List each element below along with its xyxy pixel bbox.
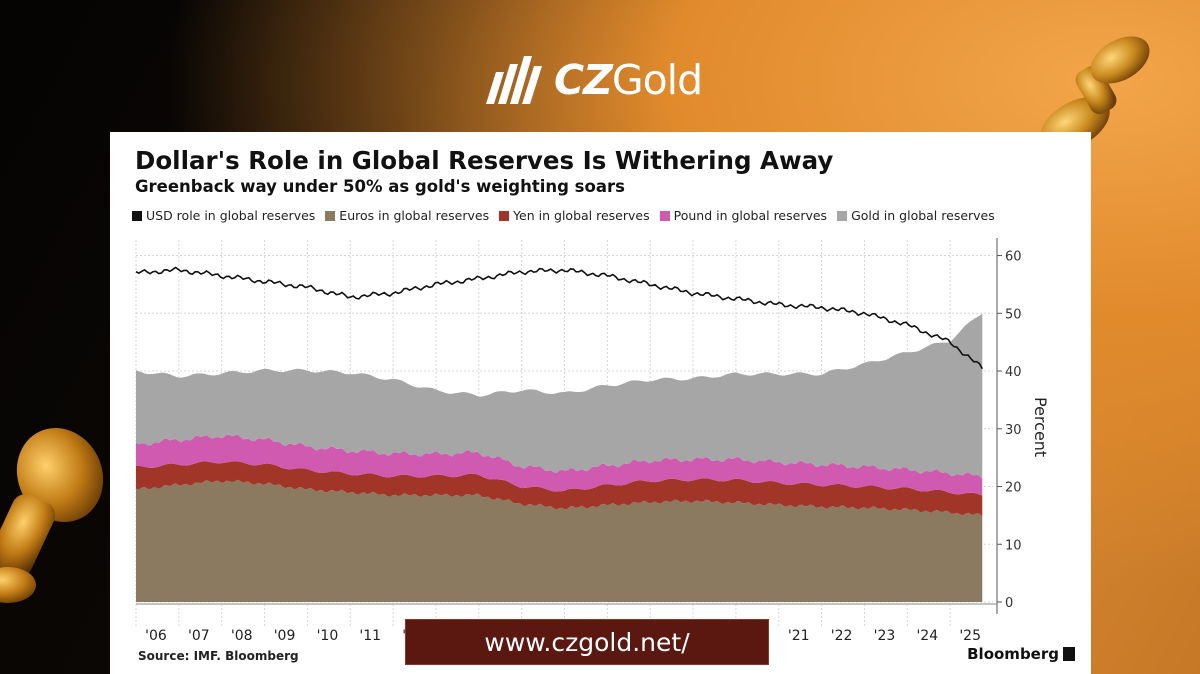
y-tick-label: 10: [1005, 538, 1022, 553]
area-pound: [136, 434, 983, 496]
x-tick-label: '23: [874, 628, 896, 644]
chart-legend: USD role in global reserves Euros in glob…: [132, 208, 995, 223]
x-tick-label: '22: [831, 628, 853, 644]
x-tick-label: '21: [788, 628, 810, 644]
area-euros: [136, 479, 983, 602]
x-tick-label: '25: [959, 628, 981, 644]
legend-item: Pound in global reserves: [659, 208, 828, 223]
legend-swatch: [499, 210, 510, 221]
bloomberg-icon: [1063, 647, 1075, 661]
website-url-banner[interactable]: www.czgold.net/: [405, 619, 769, 665]
x-tick-label: '07: [188, 628, 210, 644]
x-tick-label: '24: [916, 628, 938, 644]
legend-label: Euros in global reserves: [339, 208, 490, 223]
y-tick-label: 40: [1005, 365, 1022, 380]
area-layer: [136, 313, 983, 602]
legend-swatch: [132, 210, 142, 221]
chart-title: Dollar's Role in Global Reserves Is With…: [135, 146, 834, 175]
x-tick-label: '08: [231, 628, 253, 644]
logo-text: CZGold: [554, 59, 703, 101]
area-yen: [136, 461, 983, 517]
legend-swatch: [325, 210, 336, 221]
usd-line: [135, 266, 983, 370]
chart-plot: 0102030405060Percent'06'07'08'09'10'11'1…: [135, 238, 1050, 644]
bloomberg-brand: Bloomberg: [967, 645, 1075, 663]
y-tick-label: 0: [1005, 596, 1013, 611]
bloomberg-label: Bloomberg: [967, 645, 1059, 663]
area-gold: [136, 313, 983, 479]
x-tick-label: '11: [359, 628, 381, 644]
push-pin-icon: [0, 428, 104, 603]
legend-label: Pound in global reserves: [673, 208, 828, 223]
chart-card: Dollar's Role in Global Reserves Is With…: [110, 132, 1091, 674]
czgold-logo: CZGold: [486, 52, 703, 108]
x-tick-label: '09: [274, 628, 296, 644]
legend-swatch: [837, 210, 848, 221]
y-tick-label: 20: [1005, 481, 1022, 496]
legend-item: Gold in global reserves: [837, 208, 995, 223]
y-tick-label: 60: [1005, 250, 1022, 265]
logo-text-gold: Gold: [611, 55, 703, 104]
legend-label: Gold in global reserves: [851, 208, 995, 223]
chart-subtitle: Greenback way under 50% as gold's weight…: [135, 177, 625, 196]
legend-label: USD role in global reserves: [146, 208, 316, 223]
x-tick-label: '10: [317, 628, 339, 644]
logo-text-cz: CZ: [554, 55, 613, 104]
legend-item: USD role in global reserves: [132, 208, 315, 223]
source-note: Source: IMF. Bloomberg: [138, 649, 299, 663]
line-layer: [135, 266, 983, 370]
legend-swatch: [659, 210, 670, 221]
y-tick-label: 30: [1005, 423, 1022, 438]
x-tick-label: '06: [145, 628, 167, 644]
bars-logo-icon: [486, 56, 542, 104]
legend-label: Yen in global reserves: [513, 208, 650, 223]
y-tick-label: 50: [1005, 307, 1022, 322]
legend-item: Yen in global reserves: [499, 208, 650, 223]
legend-item: Euros in global reserves: [325, 208, 489, 223]
y-axis-title: Percent: [1031, 397, 1050, 457]
